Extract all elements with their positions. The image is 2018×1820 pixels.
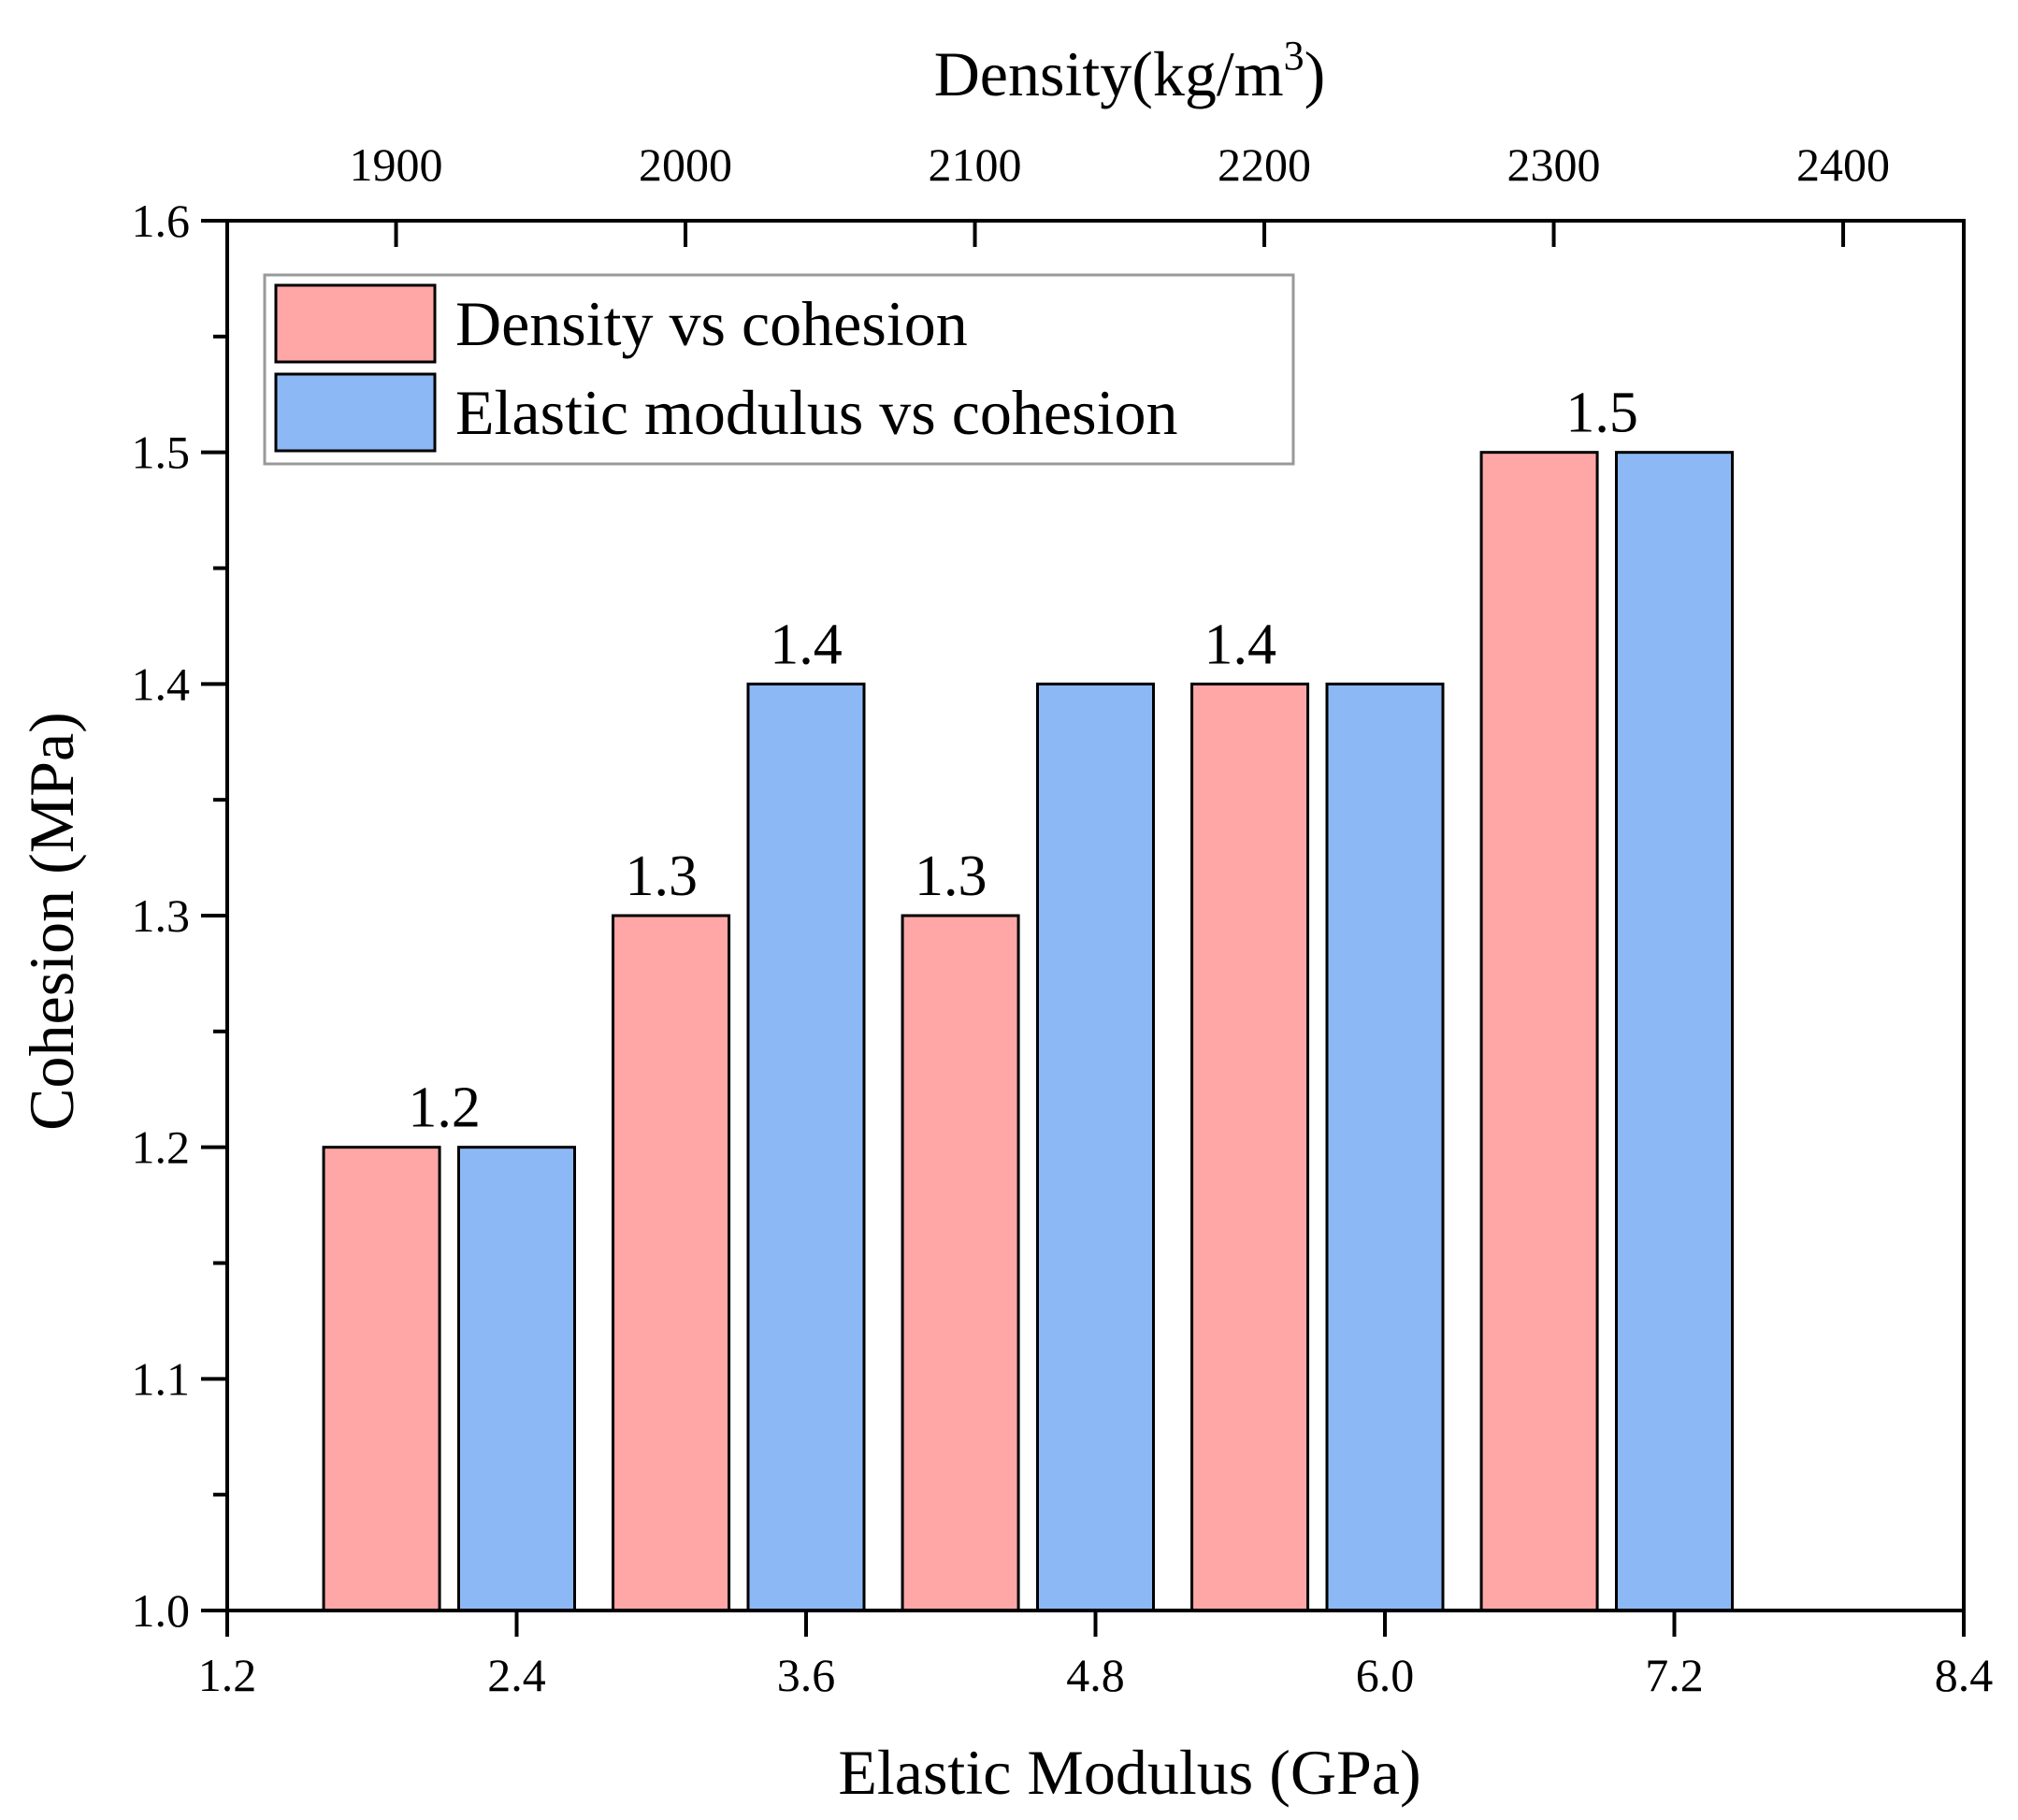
- bar-modulus-cohesion: [457, 1146, 576, 1612]
- x-axis-title: Elastic Modulus (GPa): [838, 1737, 1420, 1808]
- x-bottom-tick-label: 3.6: [777, 1649, 836, 1701]
- data-label: 1.3: [626, 845, 699, 908]
- x-axis-bottom: 1.2 2.4 3.6 4.8 6.0 7.2 8.4: [198, 1611, 1994, 1701]
- x-top-axis-title: Density(kg/m3): [934, 33, 1326, 109]
- bar-density-cohesion: [322, 1146, 441, 1612]
- y-tick-label: 1.5: [132, 426, 191, 479]
- bar-density-cohesion: [1190, 682, 1310, 1612]
- x-bottom-tick-label: 8.4: [1935, 1649, 1994, 1701]
- x-top-title-superscript: 3: [1284, 33, 1304, 79]
- x-top-tick-label: 2400: [1796, 138, 1890, 191]
- legend-label: Density vs cohesion: [455, 288, 968, 359]
- legend: Density vs cohesion Elastic modulus vs co…: [263, 273, 1295, 466]
- x-top-tick-label: 2300: [1507, 138, 1601, 191]
- legend-swatch: [274, 283, 437, 364]
- x-top-title-main: Density(kg/m: [934, 38, 1284, 109]
- y-tick-label: 1.1: [132, 1352, 191, 1405]
- data-label: 1.4: [770, 613, 843, 676]
- y-tick-label: 1.6: [132, 195, 191, 247]
- x-top-tick-label: 1900: [350, 138, 443, 191]
- legend-swatch: [274, 372, 437, 453]
- bars-layer: [322, 451, 1734, 1612]
- data-labels-layer: 1.2 1.3 1.4 1.3 1.4 1.5: [408, 382, 1638, 1140]
- x-bottom-tick-label: 6.0: [1356, 1649, 1415, 1701]
- y-tick-label: 1.0: [132, 1584, 191, 1637]
- x-bottom-tick-label: 2.4: [487, 1649, 546, 1701]
- data-label: 1.5: [1565, 382, 1638, 445]
- bar-modulus-cohesion: [1325, 682, 1445, 1612]
- data-label: 1.4: [1204, 613, 1277, 676]
- x-axis-top: 1900 2000 2100 2200 2300 2400: [350, 138, 1890, 247]
- y-tick-label: 1.4: [132, 657, 191, 710]
- y-axis-title: Cohesion (MPa): [16, 712, 87, 1131]
- data-label: 1.3: [915, 845, 987, 908]
- bar-modulus-cohesion: [1036, 682, 1155, 1612]
- data-label: 1.2: [408, 1076, 481, 1140]
- y-tick-label: 1.2: [132, 1121, 191, 1174]
- bar-density-cohesion: [1479, 451, 1599, 1612]
- bar-density-cohesion: [901, 914, 1020, 1612]
- x-top-tick-label: 2100: [929, 138, 1022, 191]
- x-bottom-tick-label: 1.2: [198, 1649, 257, 1701]
- x-top-tick-label: 2200: [1218, 138, 1311, 191]
- legend-label: Elastic modulus vs cohesion: [455, 377, 1177, 448]
- bar-modulus-cohesion: [1615, 451, 1734, 1612]
- y-tick-label: 1.3: [132, 889, 191, 942]
- x-top-tick-label: 2000: [639, 138, 732, 191]
- x-bottom-tick-label: 7.2: [1645, 1649, 1704, 1701]
- bar-modulus-cohesion: [746, 682, 866, 1612]
- y-axis: 1.0 1.1 1.2 1.3 1.4 1.5 1.6: [132, 195, 227, 1637]
- x-bottom-tick-label: 4.8: [1066, 1649, 1125, 1701]
- bar-density-cohesion: [612, 914, 731, 1612]
- x-top-title-end: ): [1304, 38, 1326, 109]
